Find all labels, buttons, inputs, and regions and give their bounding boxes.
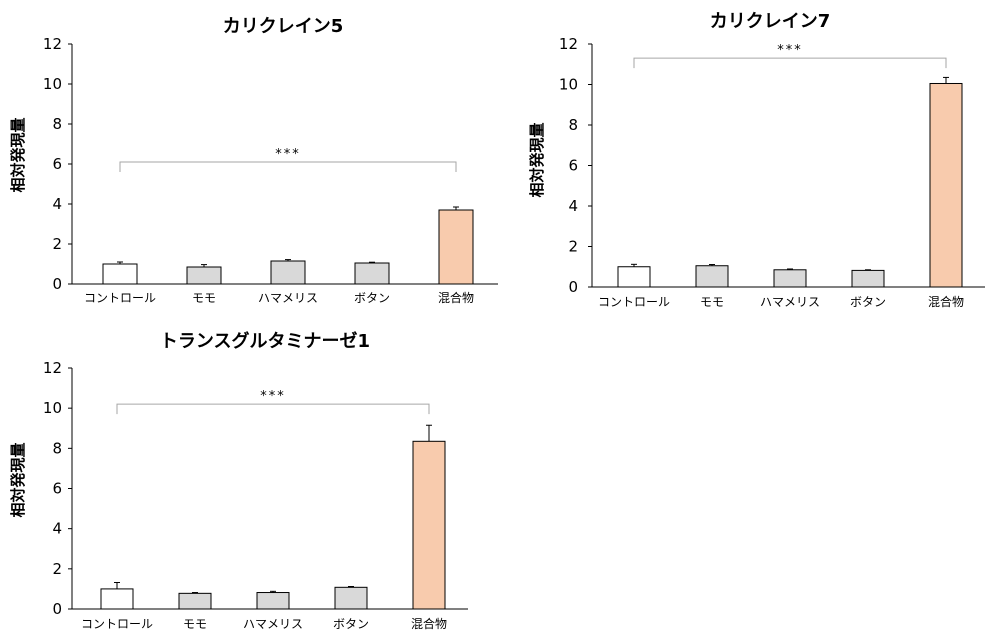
bar bbox=[851, 269, 885, 288]
significance-label: *** bbox=[260, 389, 286, 404]
bar bbox=[617, 266, 651, 288]
bar bbox=[695, 265, 729, 288]
bar bbox=[929, 82, 963, 288]
x-category-label: 混合物 bbox=[928, 294, 964, 309]
x-category-label: モモ bbox=[183, 617, 207, 631]
x-category-label: モモ bbox=[192, 291, 216, 305]
chart-panel: トランスグルタミナーゼ1 相対発現量 0 2 4 6 8 10 12 コントロール モモ ハマメリス ボ… bbox=[9, 330, 468, 631]
y-tick-label: 2 bbox=[52, 560, 62, 578]
bar bbox=[178, 592, 212, 610]
y-tick-label: 10 bbox=[559, 76, 578, 94]
bar bbox=[270, 260, 306, 285]
y-axis-label: 相対発現量 bbox=[528, 122, 546, 197]
bar bbox=[102, 263, 138, 285]
chart-title: カリクレイン5 bbox=[223, 16, 344, 37]
significance-bracket bbox=[119, 161, 457, 172]
y-axis-label: 相対発現量 bbox=[9, 117, 27, 192]
y-tick-label: 0 bbox=[568, 278, 578, 296]
y-tick-label: 6 bbox=[52, 155, 62, 173]
bar bbox=[186, 266, 222, 285]
chart-panel: カリクレイン7 相対発現量 0 2 4 6 8 10 12 コントロール モモ ハマメリス ボタン 混合物… bbox=[528, 11, 985, 309]
y-tick-label: 0 bbox=[52, 600, 62, 618]
y-tick-label: 12 bbox=[43, 359, 62, 377]
y-tick-label: 6 bbox=[568, 157, 578, 175]
x-category-label: ハマメリス bbox=[760, 295, 820, 309]
y-tick-label: 4 bbox=[52, 195, 62, 213]
x-category-label: ボタン bbox=[354, 291, 390, 305]
chart-title: トランスグルタミナーゼ1 bbox=[160, 330, 370, 352]
x-category-label: ボタン bbox=[850, 295, 886, 309]
y-tick-label: 12 bbox=[43, 35, 62, 53]
x-category-label: ハマメリス bbox=[243, 617, 303, 631]
x-category-label: ハマメリス bbox=[258, 291, 318, 305]
bar bbox=[773, 269, 807, 288]
bar bbox=[354, 262, 390, 285]
y-tick-label: 10 bbox=[43, 75, 62, 93]
x-category-label: 混合物 bbox=[438, 290, 474, 305]
significance-label: *** bbox=[275, 147, 301, 162]
significance-bracket bbox=[633, 57, 947, 69]
significance-bracket bbox=[116, 403, 430, 415]
bar bbox=[438, 209, 474, 285]
y-tick-label: 12 bbox=[559, 35, 578, 53]
y-tick-label: 10 bbox=[43, 399, 62, 417]
y-tick-label: 4 bbox=[52, 520, 62, 538]
chart-panel: カリクレイン5 相対発現量 0 2 4 6 8 10 12 コントロール モモ ハマメリス ボタン 混合物… bbox=[9, 16, 498, 305]
y-axis-label: 相対発現量 bbox=[9, 442, 27, 517]
bar bbox=[100, 588, 134, 610]
chart-title: カリクレイン7 bbox=[710, 11, 831, 32]
y-tick-label: 0 bbox=[52, 275, 62, 293]
x-category-label: コントロール bbox=[598, 295, 670, 309]
bar bbox=[412, 440, 446, 610]
y-tick-label: 6 bbox=[52, 480, 62, 498]
y-tick-label: 8 bbox=[568, 116, 578, 134]
y-tick-label: 8 bbox=[52, 439, 62, 457]
x-category-label: 混合物 bbox=[411, 616, 447, 631]
x-category-label: コントロール bbox=[81, 617, 153, 631]
x-category-label: ボタン bbox=[333, 617, 369, 631]
x-category-label: モモ bbox=[700, 295, 724, 309]
significance-label: *** bbox=[777, 43, 803, 58]
bar bbox=[256, 592, 290, 610]
y-tick-label: 8 bbox=[52, 115, 62, 133]
y-tick-label: 4 bbox=[568, 197, 578, 215]
x-category-label: コントロール bbox=[84, 291, 156, 305]
y-tick-label: 2 bbox=[52, 235, 62, 253]
y-tick-label: 2 bbox=[568, 238, 578, 256]
bar bbox=[334, 586, 368, 610]
